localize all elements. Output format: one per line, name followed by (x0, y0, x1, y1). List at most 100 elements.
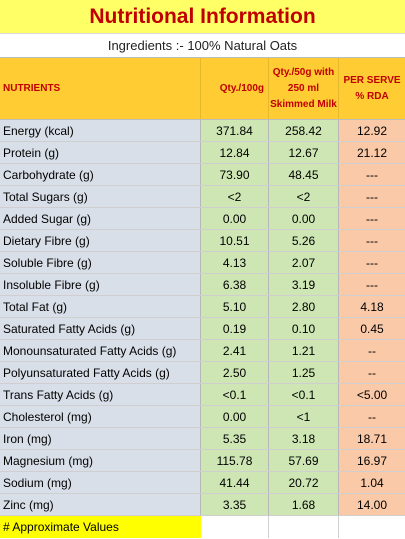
table-row: Protein (g) 12.84 12.67 21.12 (0, 142, 405, 164)
ingredients-line: Ingredients :- 100% Natural Oats (0, 34, 405, 58)
rda-value: --- (339, 230, 405, 251)
header-qty-50g-line2: 250 ml (287, 82, 320, 94)
nutrient-name: Monounsaturated Fatty Acids (g) (0, 340, 201, 361)
qty-100g-value: 5.10 (201, 296, 269, 317)
footer-blank-cell (339, 516, 405, 538)
qty-50g-value: 1.21 (269, 340, 339, 361)
qty-100g-value: 0.00 (201, 406, 269, 427)
table-footer: # Approximate Values (0, 516, 405, 538)
rda-value: --- (339, 208, 405, 229)
table-row: Added Sugar (g) 0.00 0.00 --- (0, 208, 405, 230)
qty-100g-value: 6.38 (201, 274, 269, 295)
header-nutrients: NUTRIENTS (0, 58, 201, 119)
qty-100g-value: 10.51 (201, 230, 269, 251)
qty-50g-value: 1.68 (269, 494, 339, 515)
qty-50g-value: 3.19 (269, 274, 339, 295)
nutrient-name: Soluble Fibre (g) (0, 252, 201, 273)
header-qty-100g: Qty./100g (201, 58, 269, 119)
qty-100g-value: 2.50 (201, 362, 269, 383)
rda-value: 14.00 (339, 494, 405, 515)
qty-100g-value: 5.35 (201, 428, 269, 449)
table-row: Total Sugars (g) <2 <2 --- (0, 186, 405, 208)
table-row: Polyunsaturated Fatty Acids (g) 2.50 1.25-… (0, 362, 405, 384)
rda-value: --- (339, 186, 405, 207)
rda-value: 1.04 (339, 472, 405, 493)
nutrient-name: Polyunsaturated Fatty Acids (g) (0, 362, 201, 383)
header-rda-line1: PER SERVE (343, 74, 401, 86)
rda-value: --- (339, 252, 405, 273)
table-header: NUTRIENTS Qty./100g Qty./50g with 250 ml… (0, 58, 405, 120)
table-row: Dietary Fibre (g) 10.51 5.26 --- (0, 230, 405, 252)
qty-50g-value: 1.25 (269, 362, 339, 383)
rda-value: -- (339, 340, 405, 361)
qty-50g-value: 2.80 (269, 296, 339, 317)
nutrient-name: Magnesium (mg) (0, 450, 201, 471)
panel-title: Nutritional Information (0, 0, 405, 34)
qty-50g-value: 12.67 (269, 142, 339, 163)
qty-50g-value: <1 (269, 406, 339, 427)
table-row: Monounsaturated Fatty Acids (g) 2.41 1.21-… (0, 340, 405, 362)
qty-50g-value: <0.1 (269, 384, 339, 405)
qty-50g-value: 258.42 (269, 120, 339, 141)
nutrient-name: Sodium (mg) (0, 472, 201, 493)
rda-value: -- (339, 362, 405, 383)
footer-blank-cell (269, 516, 339, 538)
qty-50g-value: 48.45 (269, 164, 339, 185)
nutrient-rows: Energy (kcal) 371.84 258.42 12.92 Protein (g… (0, 120, 405, 516)
rda-value: <5.00 (339, 384, 405, 405)
qty-100g-value: 3.35 (201, 494, 269, 515)
qty-100g-value: 73.90 (201, 164, 269, 185)
table-row: Sodium (mg) 41.44 20.72 1.04 (0, 472, 405, 494)
rda-value: 18.71 (339, 428, 405, 449)
nutrient-name: Added Sugar (g) (0, 208, 201, 229)
rda-value: --- (339, 274, 405, 295)
qty-100g-value: 0.19 (201, 318, 269, 339)
qty-100g-value: <0.1 (201, 384, 269, 405)
nutrient-name: Total Sugars (g) (0, 186, 201, 207)
qty-100g-value: 115.78 (201, 450, 269, 471)
nutrient-name: Cholesterol (mg) (0, 406, 201, 427)
footer-blank-cell (201, 516, 269, 538)
table-row: Cholesterol (mg) 0.00 <1 -- (0, 406, 405, 428)
nutrient-name: Iron (mg) (0, 428, 201, 449)
qty-50g-value: 20.72 (269, 472, 339, 493)
nutrient-name: Protein (g) (0, 142, 201, 163)
header-rda: PER SERVE % RDA (339, 58, 405, 119)
table-row: Magnesium (mg) 115.78 57.69 16.97 (0, 450, 405, 472)
footnote: # Approximate Values (0, 516, 201, 538)
qty-100g-value: 4.13 (201, 252, 269, 273)
qty-100g-value: 12.84 (201, 142, 269, 163)
rda-value: --- (339, 164, 405, 185)
nutrient-name: Carbohydrate (g) (0, 164, 201, 185)
qty-50g-value: <2 (269, 186, 339, 207)
table-row: Energy (kcal) 371.84 258.42 12.92 (0, 120, 405, 142)
qty-50g-value: 57.69 (269, 450, 339, 471)
nutrient-name: Insoluble Fibre (g) (0, 274, 201, 295)
table-row: Iron (mg) 5.35 3.18 18.71 (0, 428, 405, 450)
nutrient-name: Trans Fatty Acids (g) (0, 384, 201, 405)
rda-value: 21.12 (339, 142, 405, 163)
rda-value: 16.97 (339, 450, 405, 471)
qty-50g-value: 3.18 (269, 428, 339, 449)
qty-50g-value: 0.10 (269, 318, 339, 339)
table-row: Carbohydrate (g) 73.90 48.45 --- (0, 164, 405, 186)
qty-50g-value: 2.07 (269, 252, 339, 273)
header-qty-50g-line1: Qty./50g with (272, 66, 335, 78)
nutrient-name: Zinc (mg) (0, 494, 201, 515)
qty-100g-value: 2.41 (201, 340, 269, 361)
table-row: Soluble Fibre (g) 4.13 2.07 --- (0, 252, 405, 274)
header-qty-50g-milk: Qty./50g with 250 ml Skimmed Milk (269, 58, 339, 119)
qty-50g-value: 0.00 (269, 208, 339, 229)
nutrient-name: Dietary Fibre (g) (0, 230, 201, 251)
header-qty-50g-line3: Skimmed Milk (270, 98, 337, 110)
qty-100g-value: 0.00 (201, 208, 269, 229)
qty-100g-value: 371.84 (201, 120, 269, 141)
rda-value: -- (339, 406, 405, 427)
nutrient-name: Energy (kcal) (0, 120, 201, 141)
table-row: Trans Fatty Acids (g) <0.1 <0.1 <5.00 (0, 384, 405, 406)
qty-100g-value: <2 (201, 186, 269, 207)
table-row: Saturated Fatty Acids (g) 0.19 0.10 0.45 (0, 318, 405, 340)
qty-50g-value: 5.26 (269, 230, 339, 251)
rda-value: 12.92 (339, 120, 405, 141)
table-row: Total Fat (g) 5.10 2.80 4.18 (0, 296, 405, 318)
